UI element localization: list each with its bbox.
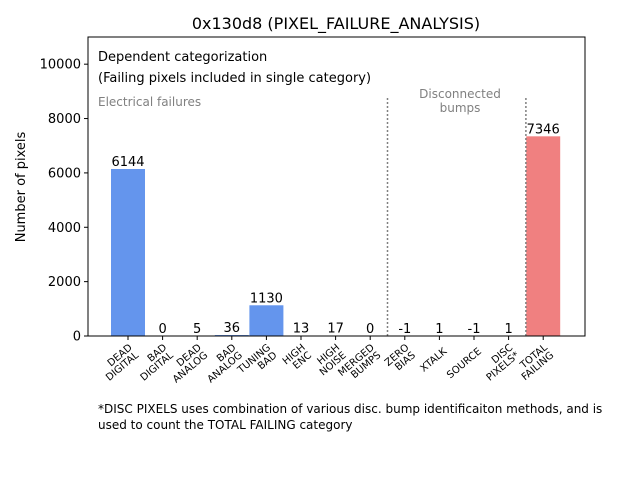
y-tick-label-4: 8000 xyxy=(48,112,81,127)
annotation-disconnected-line2: bumps xyxy=(440,101,481,115)
annotation-dependent-line1: Dependent categorization xyxy=(98,50,267,65)
data-label-3: 36 xyxy=(224,321,241,336)
data-label-2: 5 xyxy=(193,322,201,337)
plot-frame xyxy=(87,36,586,337)
y-axis: 0 2000 4000 6000 8000 10000 xyxy=(40,58,88,345)
data-label-0: 6144 xyxy=(111,155,144,170)
data-label-1: 0 xyxy=(158,322,166,337)
annotation-electrical: Electrical failures xyxy=(98,95,201,109)
x-tick-label-11: DISCPIXELS* xyxy=(478,342,521,383)
x-tick-label-5: HIGHENC xyxy=(281,342,314,375)
data-label-9: 1 xyxy=(435,322,443,337)
x-tick-label-8: ZEROBIAS xyxy=(383,342,418,376)
y-tick-label-0: 0 xyxy=(73,330,81,345)
footnote: *DISC PIXELS uses combination of various… xyxy=(98,401,638,433)
data-label-10: -1 xyxy=(468,322,481,337)
footnote-line1: *DISC PIXELS uses combination of various… xyxy=(98,402,603,416)
x-tick-label-4: TUNINGBAD xyxy=(235,342,279,384)
data-label-12: 7346 xyxy=(527,122,560,137)
bar-0 xyxy=(111,168,145,336)
y-tick-label-5: 10000 xyxy=(40,58,81,73)
annotation-disconnected-line1: Disconnected xyxy=(419,87,501,101)
bars-group xyxy=(111,136,561,337)
y-tick-label-3: 6000 xyxy=(48,166,81,181)
x-tick-label-0: DEADDIGITAL xyxy=(98,342,142,383)
data-label-11: 1 xyxy=(504,322,512,337)
footnote-line2: used to count the TOTAL FAILING category xyxy=(98,418,353,432)
bar-12 xyxy=(526,136,561,336)
data-labels-group: 6144 0 5 36 1130 13 17 0 -1 1 -1 1 7346 xyxy=(111,122,559,337)
ylabel: Number of pixels xyxy=(14,131,29,242)
chart-title: 0x130d8 (PIXEL_FAILURE_ANALYSIS) xyxy=(192,14,480,34)
x-tick-label-12: TOTALFAILING xyxy=(513,342,556,383)
data-label-8: -1 xyxy=(398,322,411,337)
y-tick-label-1: 2000 xyxy=(48,275,81,290)
data-label-7: 0 xyxy=(366,322,374,337)
y-tick-label-2: 4000 xyxy=(48,221,81,236)
bar-4 xyxy=(249,305,284,336)
data-label-4: 1130 xyxy=(250,291,283,306)
x-tick-label-10: SOURCE xyxy=(445,346,484,381)
annotation-dependent-line2: (Failing pixels included in single categ… xyxy=(98,71,371,86)
x-tick-label-9: XTALK xyxy=(418,346,449,375)
x-axis: DEADDIGITAL BADDIGITAL DEADANALOG BADANALOG… xyxy=(98,336,556,386)
x-tick-label-1: BADDIGITAL xyxy=(132,342,176,383)
x-tick-label-2: DEADANALOG xyxy=(165,342,211,385)
x-tick-label-7: MERGEDBUMPS xyxy=(336,342,383,386)
data-label-6: 17 xyxy=(327,322,344,337)
data-label-5: 13 xyxy=(293,322,310,337)
category-dividers xyxy=(386,96,527,336)
x-tick-label-3: BADANALOG xyxy=(199,342,245,385)
